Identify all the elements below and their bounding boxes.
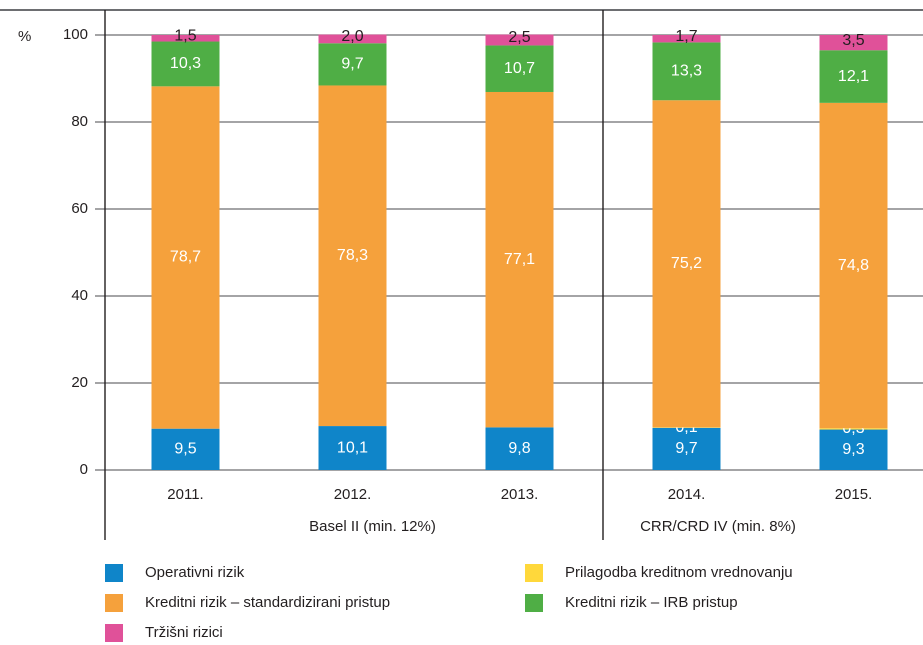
bar-segment xyxy=(819,35,888,51)
bar-segment xyxy=(485,91,554,428)
group-label: Basel II (min. 12%) xyxy=(309,518,436,535)
x-tick-label: 2014. xyxy=(668,486,706,503)
bar-segment xyxy=(318,43,387,86)
data-label: 77,1 xyxy=(504,251,535,268)
legend-swatch xyxy=(105,564,123,582)
bar-segment xyxy=(819,429,888,470)
bar-segment xyxy=(819,50,888,103)
data-label: 9,8 xyxy=(508,440,530,457)
bar-segment xyxy=(318,426,387,470)
group-label: CRR/CRD IV (min. 8%) xyxy=(640,518,796,535)
data-label: 74,8 xyxy=(838,257,869,274)
y-axis-label: % xyxy=(18,28,31,45)
y-tick-label: 40 xyxy=(71,287,88,304)
bar-segment xyxy=(151,428,220,470)
legend-swatch xyxy=(105,624,123,642)
data-label: 9,7 xyxy=(675,440,697,457)
x-tick-label: 2013. xyxy=(501,486,539,503)
data-label: 1,5 xyxy=(174,27,196,44)
legend-label: Kreditni rizik – IRB pristup xyxy=(565,594,738,611)
data-label: 12,1 xyxy=(838,68,869,85)
bar-segment xyxy=(485,34,554,46)
bar-segment xyxy=(151,86,220,429)
data-label: 3,5 xyxy=(842,32,864,49)
x-tick-label: 2012. xyxy=(334,486,372,503)
bar-segment xyxy=(485,45,554,92)
legend-label: Tržišni rizici xyxy=(145,624,223,641)
data-label: 1,7 xyxy=(675,28,697,45)
bar-segment xyxy=(819,428,888,430)
x-tick-label: 2011. xyxy=(167,486,203,503)
data-label: 78,7 xyxy=(170,249,201,266)
data-label: 9,3 xyxy=(842,441,864,458)
data-label: 9,5 xyxy=(174,441,196,458)
legend-swatch xyxy=(525,594,543,612)
y-tick-label: 100 xyxy=(63,26,88,43)
data-label: 10,1 xyxy=(337,439,368,456)
data-label: 75,2 xyxy=(671,255,702,272)
bar-segment xyxy=(652,42,721,101)
legend-swatch xyxy=(525,564,543,582)
bar-segment xyxy=(318,85,387,427)
bar-segment xyxy=(652,100,721,428)
legend-swatch xyxy=(105,594,123,612)
x-tick-label: 2015. xyxy=(835,486,873,503)
bar-segment xyxy=(819,102,888,429)
y-tick-label: 60 xyxy=(71,200,88,217)
bar-segment xyxy=(151,41,220,87)
y-tick-label: 80 xyxy=(71,113,88,130)
bar-segment xyxy=(652,427,721,470)
data-label: 13,3 xyxy=(671,63,702,80)
data-label: 9,7 xyxy=(341,56,363,73)
legend-label: Prilagodba kreditnom vrednovanju xyxy=(565,564,793,581)
data-label: 10,7 xyxy=(504,60,535,77)
bar-segment xyxy=(318,34,387,44)
y-tick-label: 20 xyxy=(71,374,88,391)
legend-label: Kreditni rizik – standardizirani pristup xyxy=(145,594,390,611)
data-label: 2,0 xyxy=(341,28,363,45)
y-tick-label: 0 xyxy=(80,461,88,478)
legend-label: Operativni rizik xyxy=(145,564,245,581)
bar-segment xyxy=(485,427,554,470)
data-label: 10,3 xyxy=(170,55,201,72)
bar-segment xyxy=(151,35,220,42)
data-label: 78,3 xyxy=(337,247,368,264)
bar-segment xyxy=(652,35,721,43)
data-label: 2,5 xyxy=(508,29,530,46)
